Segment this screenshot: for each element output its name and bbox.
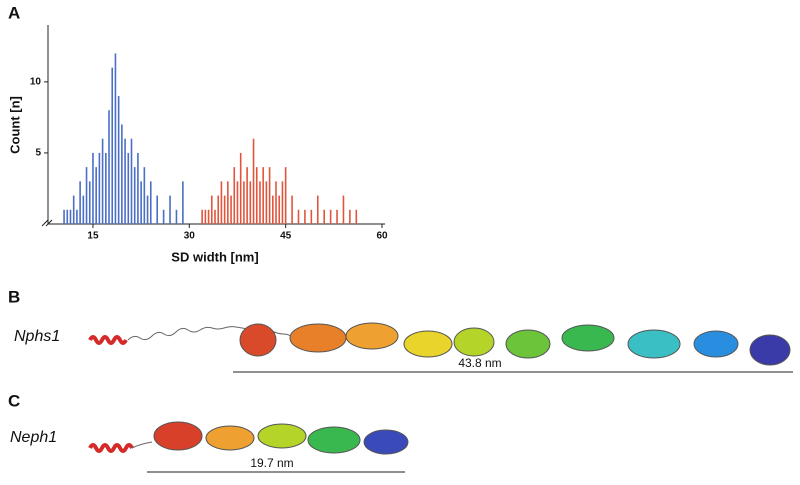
panel-label: B [8, 287, 20, 306]
bar [169, 195, 171, 224]
bar [246, 167, 248, 224]
bar [201, 209, 203, 224]
x-tick-label: 30 [184, 231, 196, 242]
bar [76, 209, 78, 224]
bar [329, 209, 332, 224]
bar [249, 181, 252, 224]
bar [259, 181, 261, 224]
bar [69, 209, 72, 224]
nphs1-structure [88, 322, 791, 366]
bar [137, 152, 139, 224]
bar [182, 181, 184, 224]
bar [243, 181, 245, 224]
bar [265, 181, 268, 224]
length-label: 43.8 nm [458, 356, 501, 370]
bar [217, 195, 220, 224]
panel-label: C [8, 391, 20, 410]
bar [310, 209, 313, 224]
bar [284, 167, 287, 224]
bar [304, 209, 306, 224]
bar [85, 167, 88, 224]
bar [175, 209, 178, 224]
bar [130, 138, 133, 224]
panel-label: A [8, 3, 20, 22]
bar [316, 195, 319, 224]
bar [281, 181, 284, 224]
x-tick-label: 60 [376, 231, 388, 242]
bar [146, 195, 149, 224]
bar [121, 124, 123, 224]
bar [220, 181, 223, 224]
bar [239, 152, 242, 224]
bar [63, 209, 65, 224]
bar [297, 209, 300, 224]
bar [162, 209, 165, 224]
bar [268, 167, 271, 224]
length-label: 19.7 nm [250, 456, 293, 470]
bar [124, 138, 126, 224]
x-axis-label: SD width [nm] [171, 249, 258, 264]
bar [262, 167, 264, 224]
bar [252, 138, 255, 224]
y-tick-label: 5 [35, 148, 41, 159]
bar [101, 138, 104, 224]
bar [272, 195, 274, 224]
bar [275, 181, 277, 224]
bar [233, 167, 236, 224]
bar [72, 195, 75, 224]
bar [336, 209, 338, 224]
bar [88, 181, 91, 224]
protein-name: Neph1 [10, 429, 57, 446]
bar [223, 195, 226, 224]
bar [230, 195, 232, 224]
bar [108, 110, 110, 224]
bar [127, 152, 130, 224]
y-axis-label: Count [n] [7, 96, 22, 154]
bar [98, 152, 101, 224]
bar [349, 209, 351, 224]
y-tick-label: 10 [30, 76, 42, 87]
bar [92, 152, 94, 224]
bar [79, 181, 81, 224]
bar [143, 167, 146, 224]
bar [355, 209, 358, 224]
bar [66, 209, 69, 224]
bar [82, 195, 85, 224]
bar [105, 152, 107, 224]
bar [156, 195, 158, 224]
bar [95, 167, 97, 224]
axis-break [41, 219, 53, 227]
bar [210, 195, 213, 224]
x-tick-label: 15 [87, 231, 99, 242]
bar [204, 209, 207, 224]
bar [278, 195, 281, 224]
bar [342, 195, 345, 224]
bar [133, 167, 136, 224]
protein-name: Nphs1 [14, 328, 60, 345]
bar [140, 181, 142, 224]
bar [214, 209, 216, 224]
bar [114, 53, 117, 224]
bar [236, 181, 239, 224]
bar [117, 96, 120, 224]
neph1-structure [88, 421, 409, 455]
bar [149, 181, 152, 224]
bar [255, 167, 258, 224]
bar [227, 181, 229, 224]
bar [111, 67, 114, 225]
bar [207, 209, 210, 224]
bar [291, 195, 293, 224]
x-tick-label: 45 [280, 231, 292, 242]
bar [323, 209, 325, 224]
